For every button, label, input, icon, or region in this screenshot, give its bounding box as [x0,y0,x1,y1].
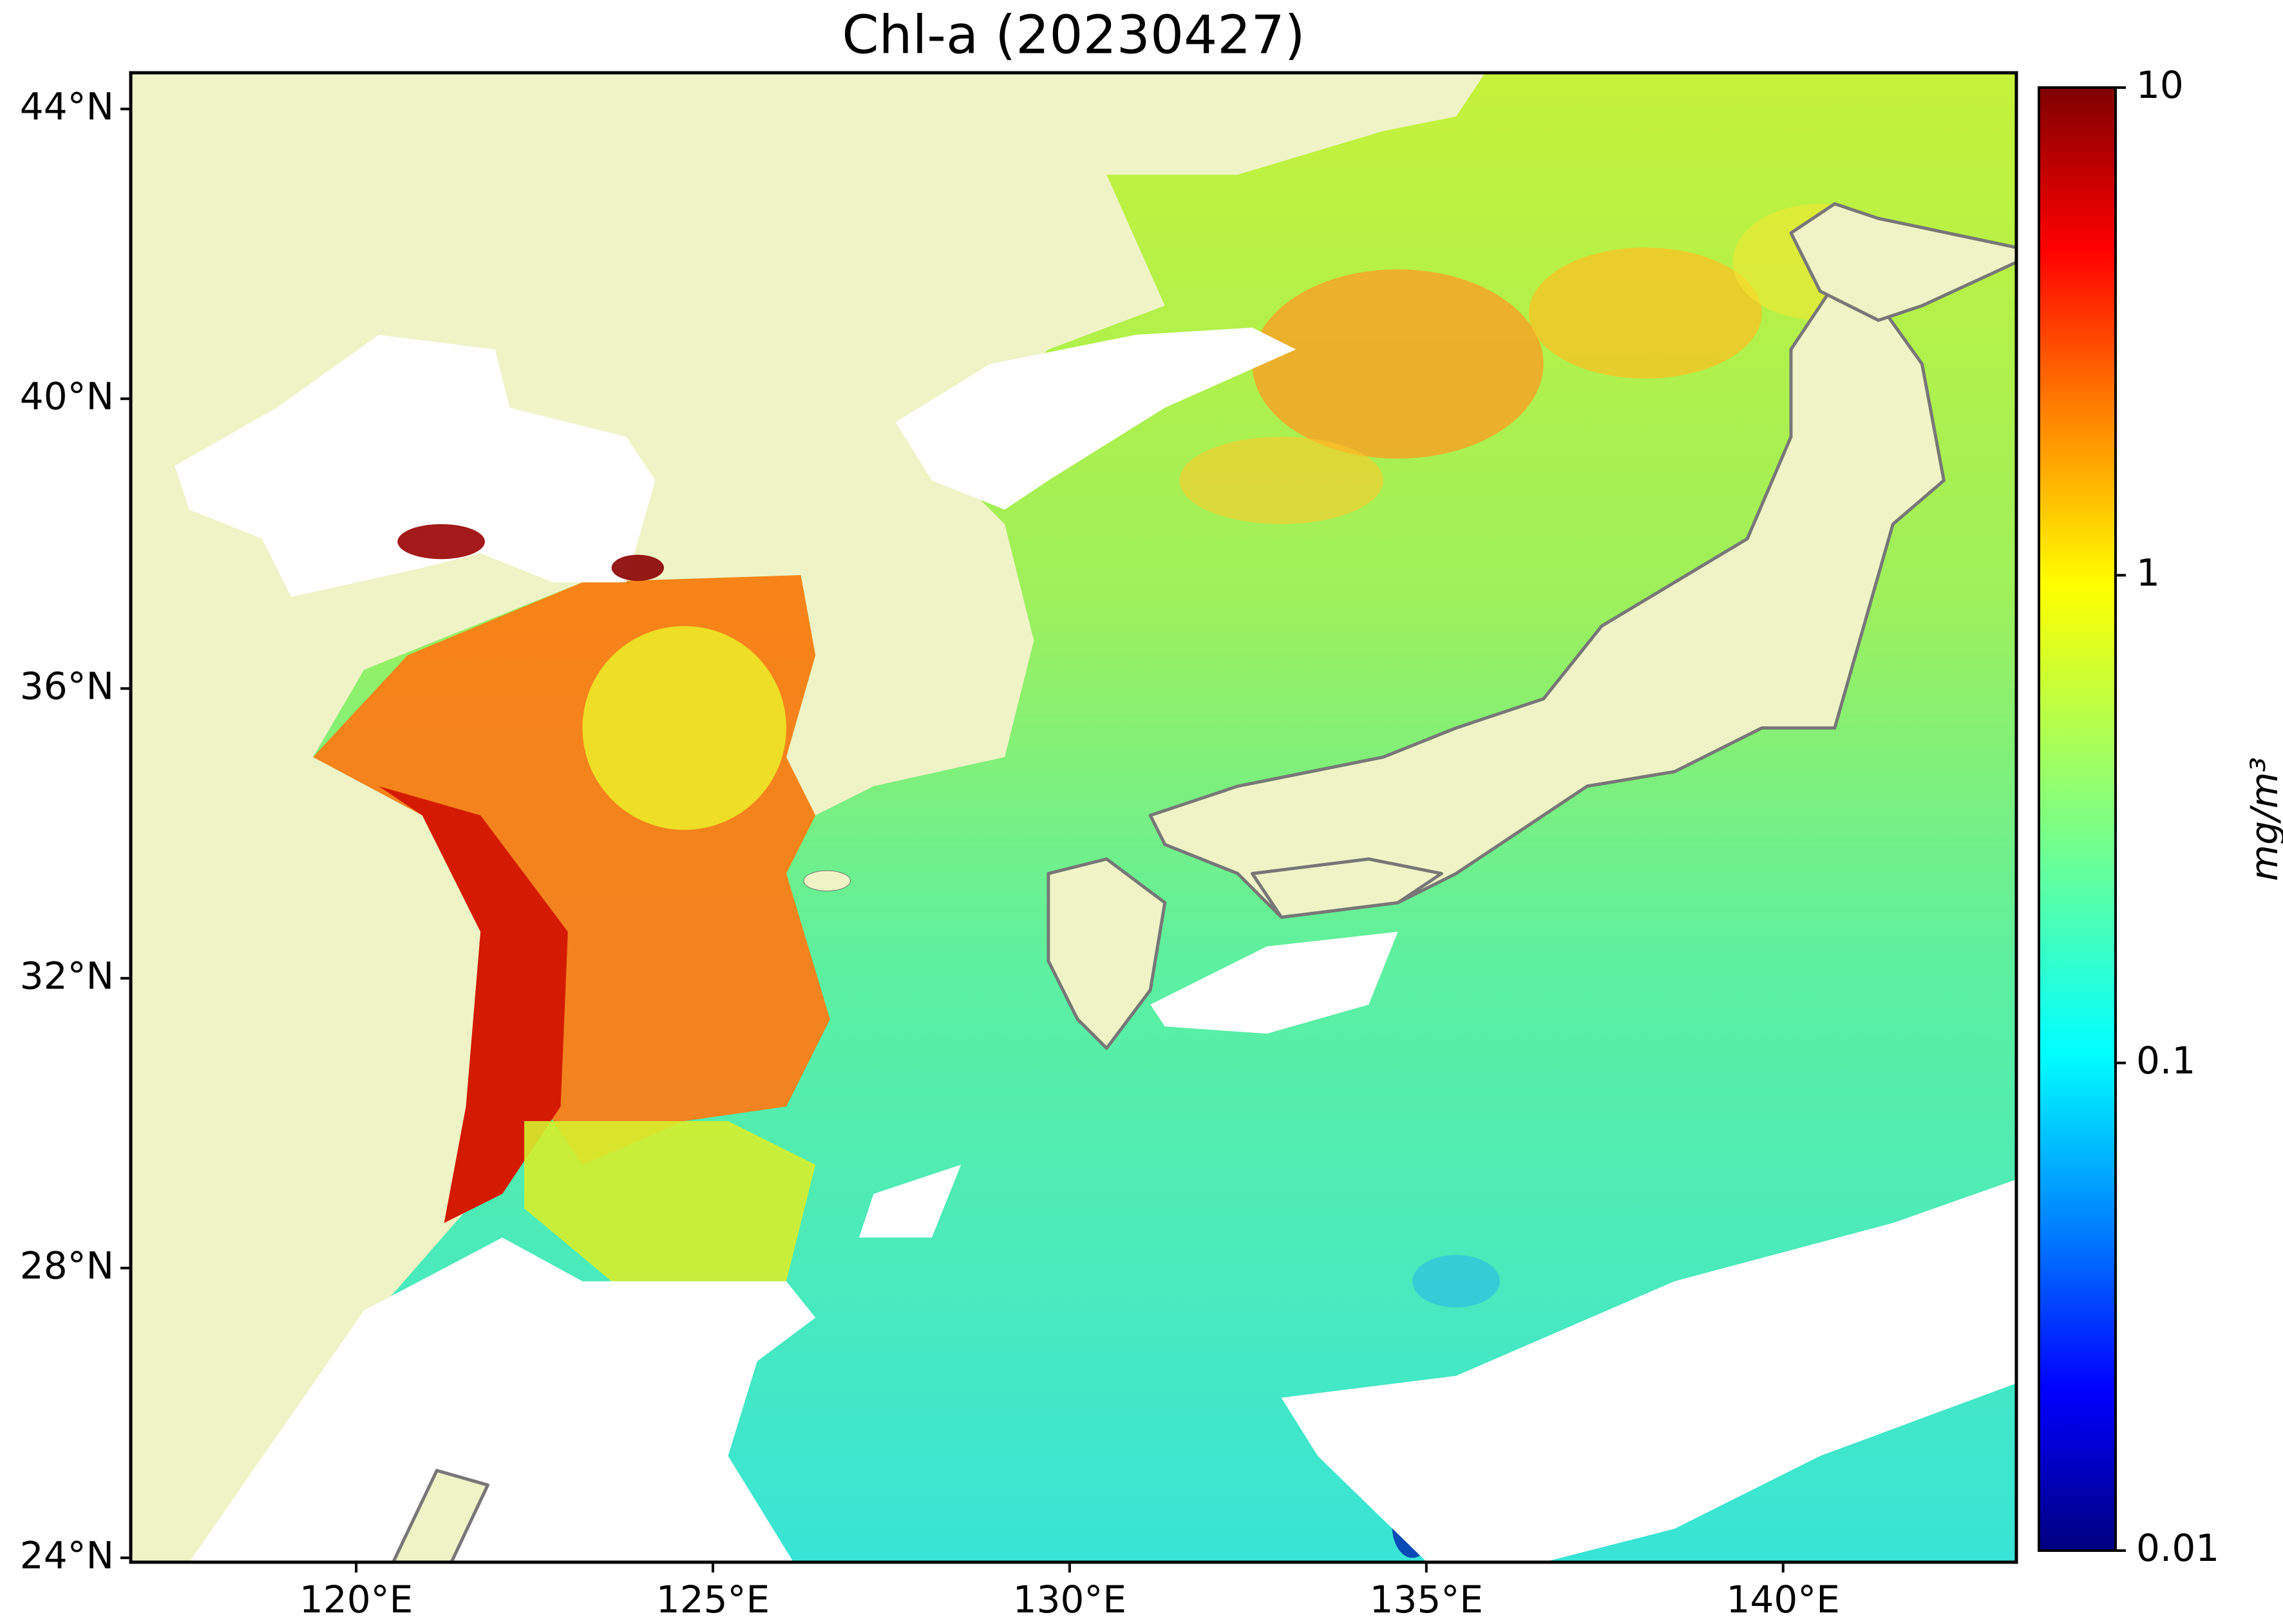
no-data [189,1237,816,1562]
chl-patch [1412,1254,1500,1308]
x-tick-label: 125°E [656,1578,770,1621]
chl-patch [1252,269,1544,459]
y-tick-label: 24°N [20,1533,114,1577]
no-data [175,335,656,597]
x-tick-label: 135°E [1370,1578,1483,1621]
chl-patch [1179,437,1383,524]
land-shikoku [1251,857,1443,919]
colorbar-label: mg/m³ [2242,757,2283,882]
no-data [1150,932,1398,1034]
chl-patch [582,626,786,830]
colorbar [2038,86,2117,1552]
x-tick-label: 130°E [1013,1578,1126,1621]
map-frame [129,71,2018,1564]
chl-patch [524,1121,816,1281]
no-data [859,1164,962,1238]
map-area [131,73,2016,1562]
y-tick-label: 32°N [20,954,114,997]
land-jeju [803,870,851,892]
y-tick-label: 28°N [20,1243,114,1287]
colorbar-tick-label: 0.1 [2136,1039,2195,1082]
no-data [895,327,1296,510]
no-data [1281,1179,2016,1562]
x-tick-label: 120°E [299,1578,413,1621]
y-tick-label: 44°N [20,84,114,128]
colorbar-tick-label: 0.01 [2136,1526,2219,1570]
title: Chl-a (20230427) [842,5,1305,66]
colorbar-tick-label: 1 [2136,551,2160,594]
x-tick-label: 140°E [1727,1578,1840,1621]
chl-patch [378,786,568,1223]
land-taiwan [392,1469,489,1562]
chl-patch [1529,247,1762,379]
chl-patch [397,524,485,560]
land-kyushu [1047,857,1167,1050]
y-tick-label: 36°N [20,664,114,708]
colorbar-tick-label: 10 [2136,63,2184,107]
land-hokkaido [1789,202,2016,322]
y-tick-label: 40°N [20,374,114,418]
chl-patch [611,554,665,581]
